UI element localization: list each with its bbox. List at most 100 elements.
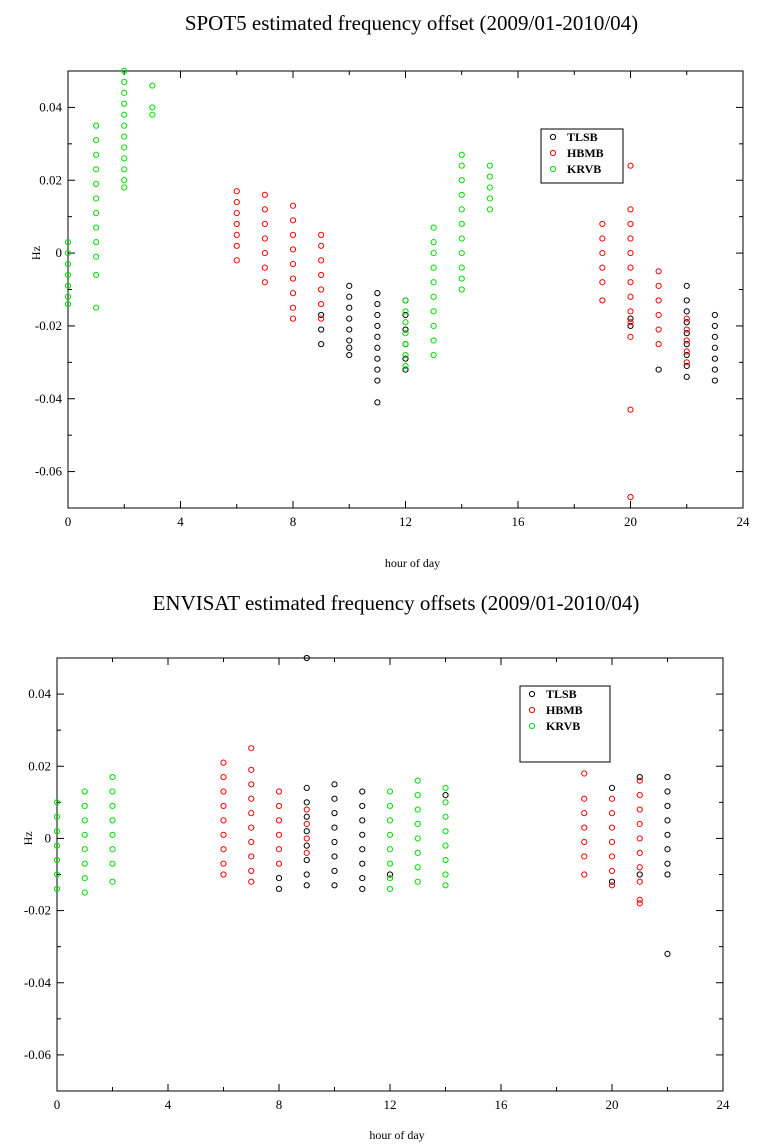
legend-marker [549,165,557,173]
data-point [486,195,493,202]
data-point [248,781,255,788]
data-point [442,799,449,806]
data-point [318,341,325,348]
data-point [486,173,493,180]
data-point [109,878,116,885]
data-point [233,209,240,217]
data-point [93,239,100,246]
data-point [109,802,116,810]
data-point [402,341,409,348]
data-point [374,355,381,362]
data-point [275,817,283,824]
data-point [346,282,353,289]
data-point [303,849,310,856]
data-point [486,184,493,191]
data-point [220,817,227,824]
data-point [220,759,227,766]
data-point [374,399,381,406]
data-point [233,199,240,206]
data-point [458,264,465,271]
data-point [331,824,338,831]
legend-label: KRVB [567,162,601,176]
x-axis-label: hour of day [369,1128,424,1142]
data-point [599,235,606,242]
data-point [93,253,100,260]
data-point [121,78,128,86]
data-point [608,882,616,889]
data-point [608,867,616,874]
data-point [53,828,61,835]
data-point [627,493,634,501]
data-point [599,297,606,304]
data-point [289,315,297,322]
data-point [664,950,671,957]
x-axis-label: hour of day [385,556,440,570]
data-point [374,311,381,319]
data-point [289,275,297,282]
y-tick-label: -0.04 [24,975,52,990]
data-point [636,773,643,781]
data-point [220,802,227,810]
data-point [581,824,588,831]
data-point [430,264,437,271]
data-point [711,366,718,373]
legend-marker [528,706,536,714]
data-point [121,177,128,184]
data-point [683,282,690,289]
data-point [442,842,449,849]
data-point [683,326,690,333]
data-point [346,337,353,344]
data-point [627,220,634,228]
data-point [303,820,310,828]
data-point [402,366,409,373]
legend-box [540,128,624,184]
data-point [233,242,240,249]
x-tick-label: 0 [54,1097,61,1112]
data-point [414,820,421,828]
series-hbmb [220,745,643,907]
data-point [261,220,268,228]
data-point [655,311,662,319]
data-point [93,180,100,187]
data-point [248,867,255,874]
data-point [386,831,394,838]
data-point [627,249,634,257]
plot-frame [67,70,744,509]
data-point [374,366,381,373]
data-point [64,260,72,268]
data-point [386,788,394,795]
data-point [109,817,116,824]
data-point [581,871,588,878]
y-axis-label: Hz [29,246,43,260]
data-point [374,344,381,351]
data-point [414,864,421,871]
legend: TLSB HBMB KRVB [519,685,611,763]
data-point [109,788,116,795]
x-tick-label: 20 [606,1097,619,1112]
data-point [430,322,437,330]
data-point [442,792,449,799]
data-point [655,268,662,275]
x-tick-label: 12 [399,514,412,529]
data-point [233,220,240,228]
data-point [683,351,690,359]
data-point [683,308,690,315]
data-point [81,788,88,795]
data-point [402,330,409,337]
data-point [248,878,255,885]
data-point [53,813,61,820]
data-point [627,322,634,330]
data-point [81,802,88,810]
data-point [64,293,72,300]
data-point [64,239,72,246]
x-tick-label: 8 [276,1097,283,1112]
data-point [275,802,283,810]
data-point [275,875,283,882]
data-point [303,813,310,820]
data-point [331,853,338,860]
data-point [248,745,255,752]
data-point [664,831,671,838]
data-point [430,351,437,359]
legend-label: KRVB [546,719,580,733]
